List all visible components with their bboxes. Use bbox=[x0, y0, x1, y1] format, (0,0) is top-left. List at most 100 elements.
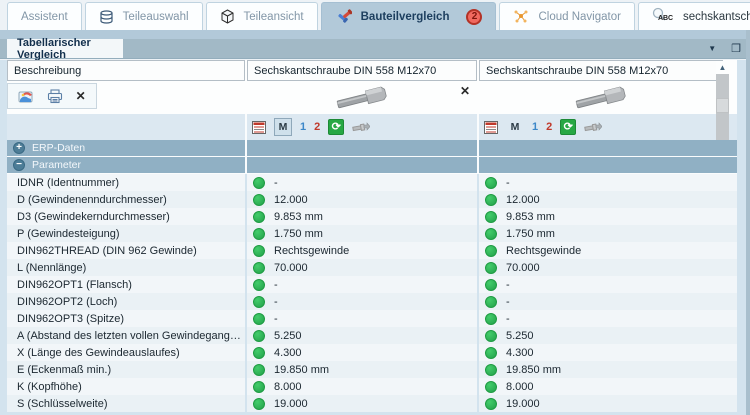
row-value-cell[interactable]: - bbox=[479, 293, 737, 310]
tab-teileauswahl[interactable]: Teileauswahl bbox=[84, 2, 203, 30]
table-row[interactable]: A (Abstand des letzten vollen Gewindegan… bbox=[7, 327, 737, 344]
row-value-cell[interactable]: 4.300 bbox=[247, 344, 477, 361]
group-row-erp-daten[interactable]: + ERP-Daten bbox=[7, 140, 737, 157]
row-value-cell[interactable]: 1.750 mm bbox=[479, 225, 737, 242]
tab-bauteilvergleich[interactable]: Bauteilvergleich 2 bbox=[320, 2, 497, 30]
screw-export-icon[interactable] bbox=[352, 121, 371, 134]
status-ok-icon bbox=[485, 193, 497, 206]
status-ok-icon bbox=[485, 329, 497, 342]
tab-search-sechskantschrauben[interactable]: ABC sechskantschrauben bbox=[637, 2, 750, 30]
parameter-label: DIN962OPT1 (Flansch) bbox=[17, 278, 132, 291]
vertical-scrollbar[interactable]: ▲ bbox=[716, 61, 729, 140]
refresh-icon[interactable]: ⟳ bbox=[328, 119, 345, 135]
row-value-cell[interactable]: 70.000 bbox=[247, 259, 477, 276]
table-row[interactable]: D (Gewindenenndurchmesser) 12.000 12.000 bbox=[7, 191, 737, 208]
parameter-value: 12.000 bbox=[274, 193, 308, 206]
row-value-cell[interactable]: 12.000 bbox=[247, 191, 477, 208]
row-value-cell[interactable]: 12.000 bbox=[479, 191, 737, 208]
collapse-icon[interactable]: − bbox=[13, 159, 25, 171]
column-toolbar-part-1: M 1 2 ⟳ bbox=[247, 114, 477, 140]
scrollbar-track[interactable] bbox=[716, 74, 729, 140]
screw-export-icon[interactable] bbox=[584, 121, 603, 134]
row-value-cell[interactable]: - bbox=[479, 174, 737, 191]
table-row[interactable]: S (Schlüsselweite) 19.000 19.000 bbox=[7, 395, 737, 412]
tab-tabellarischer-vergleich[interactable]: Tabellarischer Vergleich bbox=[7, 37, 123, 61]
row-value-cell[interactable]: 8.000 bbox=[479, 378, 737, 395]
status-ok-icon bbox=[253, 295, 265, 308]
table-row[interactable]: X (Länge des Gewindeauslaufes) 4.300 4.3… bbox=[7, 344, 737, 361]
group-label: Parameter bbox=[32, 159, 82, 171]
expand-icon[interactable]: + bbox=[13, 142, 25, 154]
panel-maximize-icon[interactable]: ❒ bbox=[731, 43, 741, 55]
tab-teileansicht[interactable]: Teileansicht bbox=[205, 2, 318, 30]
refresh-icon[interactable]: ⟳ bbox=[560, 119, 577, 135]
tab-cloud-navigator[interactable]: Cloud Navigator bbox=[499, 2, 635, 30]
tab-assistent[interactable]: Assistent bbox=[7, 2, 82, 30]
column-toolbar-part-2: M 1 2 ⟳ bbox=[479, 114, 737, 140]
table-row[interactable]: D3 (Gewindekerndurchmesser) 9.853 mm 9.8… bbox=[7, 208, 737, 225]
tab-teileansicht-label: Teileansicht bbox=[243, 10, 304, 23]
row-value-cell[interactable]: - bbox=[247, 293, 477, 310]
close-comparison-icon[interactable]: ✕ bbox=[75, 89, 86, 103]
parameter-value: Rechtsgewinde bbox=[274, 244, 350, 257]
row-value-cell[interactable]: - bbox=[247, 276, 477, 293]
print-icon[interactable] bbox=[47, 88, 63, 104]
row-value-cell[interactable]: 70.000 bbox=[479, 259, 737, 276]
column-header-beschreibung[interactable]: Beschreibung bbox=[7, 60, 245, 81]
tab-bauteilvergleich-label: Bauteilvergleich bbox=[360, 10, 450, 23]
parameter-value: 19.000 bbox=[274, 397, 308, 410]
remove-column-icon[interactable]: ✕ bbox=[459, 84, 470, 98]
row-value-cell[interactable]: Rechtsgewinde bbox=[247, 242, 477, 259]
table-row[interactable]: L (Nennlänge) 70.000 70.000 bbox=[7, 259, 737, 276]
row-value-cell[interactable]: 5.250 bbox=[247, 327, 477, 344]
status-ok-icon bbox=[485, 295, 497, 308]
tab-teileauswahl-label: Teileauswahl bbox=[122, 10, 189, 23]
table-row[interactable]: DIN962OPT1 (Flansch) - - bbox=[7, 276, 737, 293]
row-value-cell[interactable]: 19.000 bbox=[479, 395, 737, 412]
table-row[interactable]: P (Gewindesteigung) 1.750 mm 1.750 mm bbox=[7, 225, 737, 242]
status-ok-icon bbox=[253, 346, 265, 359]
export-icon[interactable] bbox=[18, 89, 34, 103]
column-header-part-1[interactable]: Sechskantschraube DIN 558 M12x70 bbox=[247, 60, 477, 81]
row-value-cell[interactable]: 9.853 mm bbox=[479, 208, 737, 225]
parameter-list-icon[interactable] bbox=[484, 120, 498, 134]
row-value-cell[interactable]: - bbox=[247, 174, 477, 191]
row-value-cell[interactable]: - bbox=[479, 310, 737, 327]
table-row[interactable]: DIN962THREAD (DIN 962 Gewinde) Rechtsgew… bbox=[7, 242, 737, 259]
row-value-cell[interactable]: 1.750 mm bbox=[247, 225, 477, 242]
table-row[interactable]: DIN962OPT2 (Loch) - - bbox=[7, 293, 737, 310]
view-2-button[interactable]: 2 bbox=[546, 121, 553, 133]
metric-toggle-button[interactable]: M bbox=[510, 121, 520, 133]
panel-dropdown-icon[interactable]: ▼ bbox=[708, 44, 717, 53]
parameter-value: 70.000 bbox=[506, 261, 540, 274]
view-1-button[interactable]: 1 bbox=[532, 121, 539, 133]
table-row[interactable]: K (Kopfhöhe) 8.000 8.000 bbox=[7, 378, 737, 395]
table-row[interactable]: E (Eckenmaß min.) 19.850 mm 19.850 mm bbox=[7, 361, 737, 378]
row-value-cell[interactable]: 19.850 mm bbox=[479, 361, 737, 378]
status-ok-icon bbox=[485, 227, 497, 240]
parameter-value: - bbox=[506, 295, 510, 308]
table-row[interactable]: IDNR (Identnummer) - - bbox=[7, 174, 737, 191]
tab-assistent-label: Assistent bbox=[21, 10, 68, 23]
group-row-parameter[interactable]: − Parameter bbox=[7, 157, 737, 174]
row-value-cell[interactable]: Rechtsgewinde bbox=[479, 242, 737, 259]
scrollbar-thumb[interactable] bbox=[716, 98, 729, 113]
view-1-button[interactable]: 1 bbox=[300, 121, 307, 133]
parameter-label: S (Schlüsselweite) bbox=[17, 397, 108, 410]
view-2-button[interactable]: 2 bbox=[314, 121, 321, 133]
metric-toggle-button[interactable]: M bbox=[274, 118, 292, 136]
table-row[interactable]: DIN962OPT3 (Spitze) - - bbox=[7, 310, 737, 327]
row-value-cell[interactable]: 8.000 bbox=[247, 378, 477, 395]
row-value-cell[interactable]: 4.300 bbox=[479, 344, 737, 361]
status-ok-icon bbox=[485, 346, 497, 359]
column-header-part-2[interactable]: Sechskantschraube DIN 558 M12x70 bbox=[479, 60, 723, 81]
row-value-cell[interactable]: - bbox=[479, 276, 737, 293]
row-value-cell[interactable]: 5.250 bbox=[479, 327, 737, 344]
scroll-up-arrow-icon[interactable]: ▲ bbox=[716, 61, 729, 74]
row-value-cell[interactable]: 9.853 mm bbox=[247, 208, 477, 225]
row-value-cell[interactable]: 19.850 mm bbox=[247, 361, 477, 378]
row-value-cell[interactable]: - bbox=[247, 310, 477, 327]
parameter-list-icon[interactable] bbox=[252, 120, 266, 134]
row-value-cell[interactable]: 19.000 bbox=[247, 395, 477, 412]
part-image-bolt-2 bbox=[570, 84, 632, 112]
